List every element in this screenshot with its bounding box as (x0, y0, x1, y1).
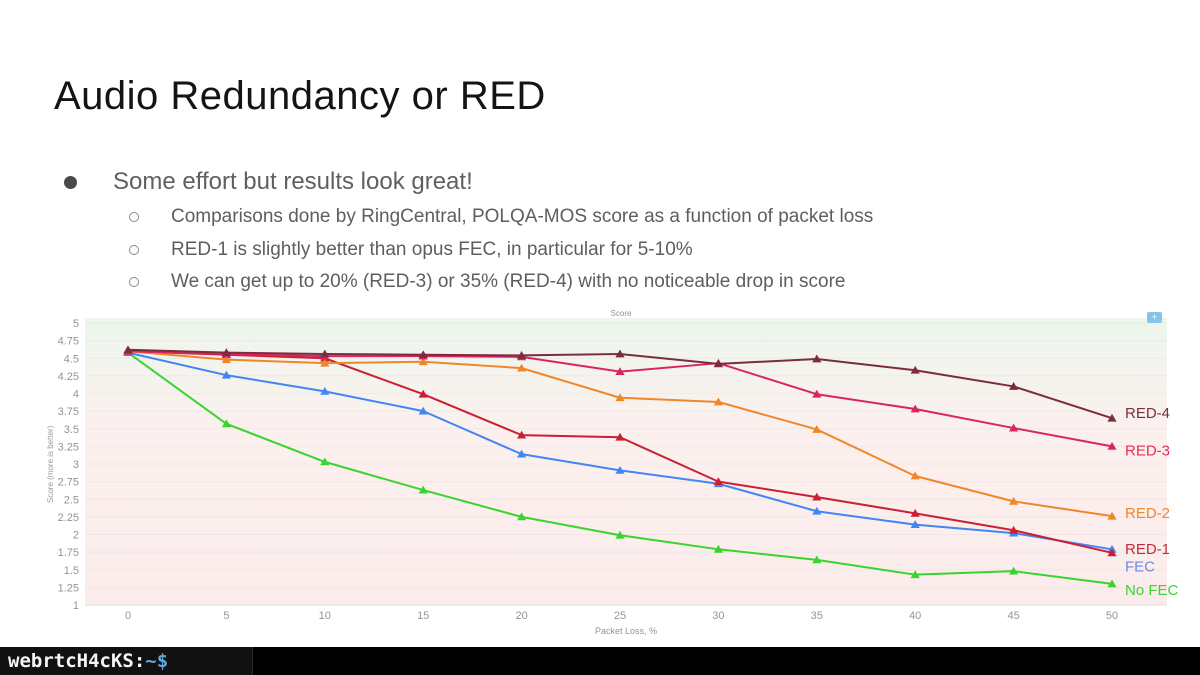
svg-text:45: 45 (1007, 610, 1019, 622)
bullet-item: Some effort but results look great! (64, 168, 1114, 196)
svg-text:1.5: 1.5 (64, 565, 79, 577)
bullet-marker-icon (64, 175, 77, 189)
terminal-symbol-text: ~$ (145, 650, 169, 672)
score-line-chart: 5 4.75 4.5 4.25 4 3.75 3.5 3.25 3 2.75 2.5 2.25 2 1.7… (45, 305, 1195, 640)
chart-title: Score (611, 309, 632, 318)
svg-text:4.75: 4.75 (58, 336, 79, 348)
svg-text:RED-3: RED-3 (1125, 442, 1170, 459)
svg-text:3.75: 3.75 (58, 406, 79, 418)
sub-bullet-text: Comparisons done by RingCentral, POLQA-M… (171, 206, 874, 227)
terminal-bar: webrtcH4cKS: ~$ (0, 647, 1200, 675)
svg-text:1.25: 1.25 (58, 582, 79, 594)
svg-text:10: 10 (319, 610, 331, 622)
svg-text:RED-1: RED-1 (1125, 541, 1170, 558)
series-RED-2 (123, 346, 1117, 520)
svg-text:30: 30 (712, 610, 724, 622)
svg-text:2: 2 (73, 530, 79, 542)
svg-text:1: 1 (73, 600, 79, 612)
sub-bullet-marker-icon (129, 277, 139, 287)
svg-text:4.25: 4.25 (58, 371, 79, 383)
svg-text:RED-2: RED-2 (1125, 505, 1170, 522)
sub-bullet-item: We can get up to 20% (RED-3) or 35% (RED… (129, 271, 1129, 293)
svg-text:2.25: 2.25 (58, 512, 79, 524)
sub-bullet-item: Comparisons done by RingCentral, POLQA-M… (129, 206, 1129, 228)
svg-text:2.75: 2.75 (58, 477, 79, 489)
svg-text:25: 25 (614, 610, 626, 622)
y-axis: 5 4.75 4.5 4.25 4 3.75 3.5 3.25 3 2.75 2.5 2.25 2 1.7… (58, 318, 79, 612)
terminal-host-text: webrtcH4cKS: (8, 650, 146, 672)
svg-text:No FEC: No FEC (1125, 582, 1179, 599)
score-chart-svg: 5 4.75 4.5 4.25 4 3.75 3.5 3.25 3 2.75 2.5 2.25 2 1.7… (46, 309, 1179, 636)
svg-text:2.5: 2.5 (64, 494, 79, 506)
sub-bullet-text: We can get up to 20% (RED-3) or 35% (RED… (171, 271, 846, 292)
y-axis-title: Score (more is better) (46, 425, 55, 503)
svg-text:4.5: 4.5 (64, 353, 79, 365)
svg-text:15: 15 (417, 610, 429, 622)
svg-text:3.25: 3.25 (58, 441, 79, 453)
svg-text:1.75: 1.75 (58, 547, 79, 559)
svg-text:4: 4 (73, 389, 79, 401)
sub-bullet-marker-icon (129, 245, 139, 255)
svg-text:0: 0 (125, 610, 131, 622)
series-RED-4 (123, 345, 1117, 422)
svg-text:5: 5 (223, 610, 229, 622)
page-title: Audio Redundancy or RED (54, 74, 546, 118)
svg-text:35: 35 (811, 610, 823, 622)
svg-text:RED-4: RED-4 (1125, 405, 1170, 422)
bullet-text: Some effort but results look great! (113, 168, 473, 195)
terminal-prompt: webrtcH4cKS: ~$ (0, 647, 253, 675)
svg-text:FEC: FEC (1125, 558, 1155, 575)
sub-bullet-item: RED-1 is slightly better than opus FEC, … (129, 239, 1129, 261)
chart-toolbar-plus-icon[interactable]: + (1147, 312, 1162, 323)
svg-text:40: 40 (909, 610, 921, 622)
svg-text:5: 5 (73, 318, 79, 330)
svg-text:50: 50 (1106, 610, 1118, 622)
svg-text:3: 3 (73, 459, 79, 471)
x-axis-title: Packet Loss, % (595, 626, 657, 636)
sub-bullet-marker-icon (129, 212, 139, 222)
svg-text:3.5: 3.5 (64, 424, 79, 436)
sub-bullet-text: RED-1 is slightly better than opus FEC, … (171, 239, 693, 260)
x-axis: 0 5 10 15 20 25 30 35 40 45 50 (125, 610, 1118, 622)
svg-text:20: 20 (515, 610, 527, 622)
